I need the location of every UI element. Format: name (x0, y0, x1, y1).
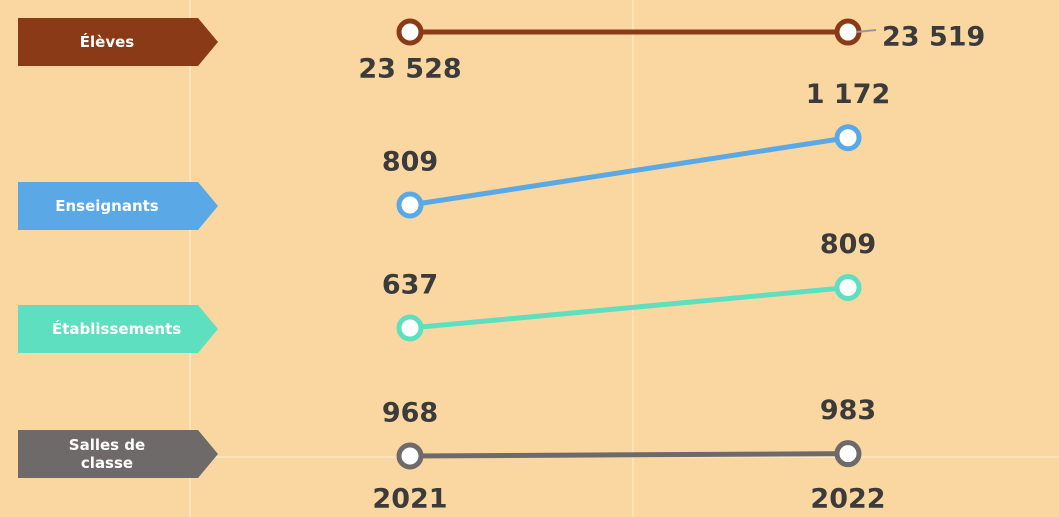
x-tick-label: 2021 (372, 484, 447, 515)
point (834, 273, 862, 301)
point (396, 442, 424, 470)
series-line (409, 451, 849, 459)
point (834, 18, 862, 46)
point (834, 440, 862, 468)
value-label: 809 (820, 229, 876, 260)
series-tag: Élèves (18, 18, 218, 66)
series-tag: Enseignants (18, 182, 218, 230)
leader-line (855, 29, 877, 34)
value-label: 968 (382, 398, 438, 429)
series-tag: Salles de classe (18, 430, 218, 478)
value-label: 1 172 (806, 79, 891, 110)
x-tick-label: 2022 (810, 484, 885, 515)
value-label: 809 (382, 147, 438, 178)
value-label: 983 (820, 395, 876, 426)
series-name: Établissements (52, 320, 182, 338)
point (396, 18, 424, 46)
point (396, 191, 424, 219)
point (834, 124, 862, 152)
value-label: 637 (382, 270, 438, 301)
point (396, 314, 424, 342)
value-label: 23 528 (358, 54, 461, 85)
series-name: Élèves (79, 33, 135, 51)
series-line (409, 285, 849, 331)
value-label: 23 519 (882, 22, 985, 53)
series-name: Salles de classe (68, 436, 146, 472)
series-tag: Établissements (18, 305, 218, 353)
series-name: Enseignants (55, 197, 159, 215)
series-line (409, 135, 849, 208)
